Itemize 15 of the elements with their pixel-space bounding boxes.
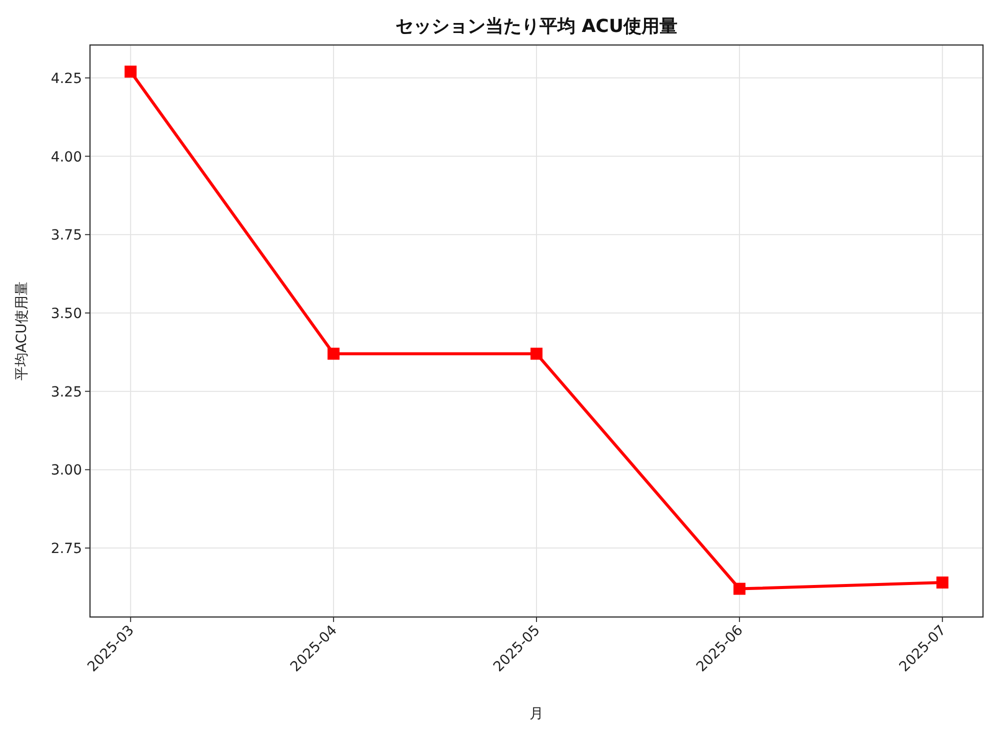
y-tick-label: 3.25 [50,384,82,400]
y-tick-label: 3.00 [50,462,82,479]
chart-title: セッション当たり平均 ACU使用量 [395,16,678,37]
point [733,582,746,595]
x-axis-title: 月 [530,706,544,722]
y-axis-title: 平均ACU使用量 [14,281,30,381]
y-tick-label: 2.75 [50,541,82,558]
point [936,576,948,589]
point [328,348,340,360]
point [530,348,542,360]
y-tick-label: 4.00 [50,149,82,166]
y-tick-label: 3.50 [50,306,82,322]
y-tick-label: 4.25 [50,70,82,87]
y-tick-label: 3.75 [50,228,82,244]
point [124,66,137,78]
